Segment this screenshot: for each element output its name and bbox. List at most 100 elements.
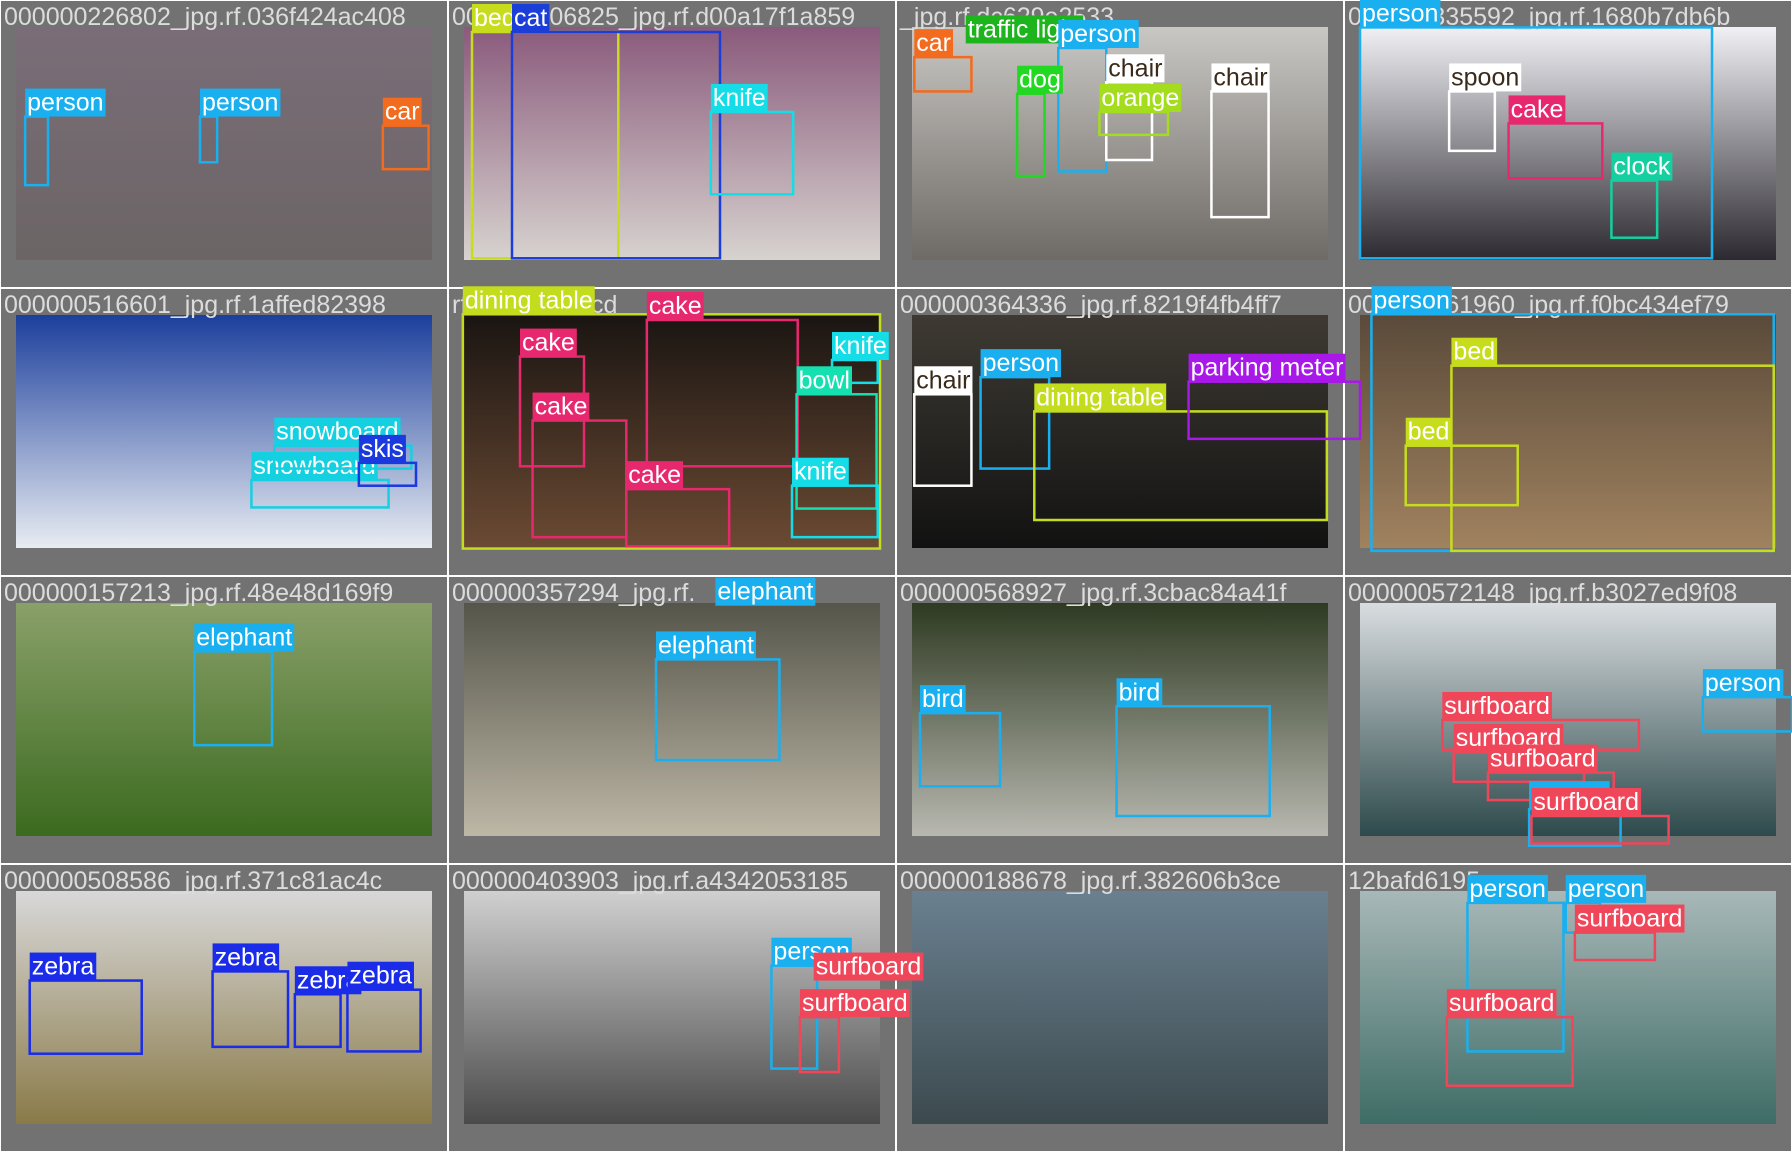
class-label: zebra bbox=[215, 943, 278, 971]
class-label: snowboard bbox=[253, 452, 375, 480]
image-filename: 000000226802_jpg.rf.036f424ac408 bbox=[4, 3, 406, 31]
class-label: elephant bbox=[658, 631, 754, 659]
label-background bbox=[626, 461, 684, 490]
label-background bbox=[1116, 678, 1163, 707]
class-label: surfboard bbox=[816, 953, 922, 981]
class-label: knife bbox=[794, 458, 847, 486]
label-background bbox=[200, 88, 281, 117]
photo bbox=[1360, 27, 1776, 260]
label-background bbox=[194, 623, 295, 652]
class-label: cat bbox=[514, 4, 547, 32]
label-background bbox=[914, 29, 954, 58]
label-background bbox=[813, 952, 924, 981]
image-filename: 000000364336_jpg.rf.8219f4fb4ff7 bbox=[900, 291, 1282, 319]
label-background bbox=[715, 577, 816, 606]
label-background bbox=[512, 4, 550, 32]
label-background bbox=[1188, 353, 1346, 382]
label-background bbox=[25, 88, 106, 117]
class-label: person bbox=[983, 349, 1059, 377]
bounding-box bbox=[510, 30, 722, 260]
class-label: surfboard bbox=[1533, 788, 1639, 816]
class-label: person bbox=[1373, 286, 1449, 314]
class-label: chair bbox=[1213, 63, 1267, 91]
class-label: dining table bbox=[465, 286, 593, 314]
class-label: knife bbox=[834, 332, 887, 360]
class-label: orange bbox=[1101, 84, 1179, 112]
class-label: bird bbox=[1119, 678, 1161, 706]
class-label: zebra bbox=[349, 962, 412, 990]
label-background bbox=[1467, 874, 1548, 903]
label-background bbox=[800, 989, 910, 1018]
image-filename: 000000157213_jpg.rf.48e48d169f9 bbox=[4, 579, 393, 607]
label-background bbox=[1106, 54, 1165, 83]
class-label: knife bbox=[713, 84, 766, 112]
photo bbox=[912, 891, 1328, 1124]
label-background bbox=[1451, 337, 1498, 366]
label-background bbox=[1508, 95, 1566, 124]
class-label: bird bbox=[922, 685, 964, 713]
label-background bbox=[532, 392, 590, 421]
class-label: zebra bbox=[32, 953, 95, 981]
class-label: elephant bbox=[196, 623, 292, 651]
bounding-box bbox=[1115, 705, 1271, 818]
class-label: car bbox=[916, 29, 951, 57]
label-background bbox=[347, 961, 414, 990]
class-label: person bbox=[27, 89, 103, 117]
class-label: skis bbox=[361, 435, 404, 463]
label-background bbox=[1442, 692, 1552, 720]
image-filename: 000000516601_jpg.rf.1affed82398 bbox=[4, 291, 386, 319]
label-background bbox=[1449, 63, 1522, 92]
label-background bbox=[1611, 152, 1673, 181]
label-background bbox=[212, 943, 280, 972]
image-filename: 000000403903_jpg.rf.a4342053185 bbox=[452, 867, 848, 895]
label-background bbox=[1360, 0, 1441, 28]
label-background bbox=[1574, 904, 1685, 933]
photo bbox=[464, 27, 880, 260]
image-filename: 000000572148_jpg.rf.b3027ed9f08 bbox=[1348, 579, 1737, 607]
class-label: person bbox=[1060, 20, 1136, 48]
class-label: person bbox=[1568, 875, 1644, 903]
label-background bbox=[792, 457, 849, 486]
label-background bbox=[646, 292, 704, 320]
class-label: bed bbox=[1453, 338, 1495, 366]
label-background bbox=[251, 452, 378, 480]
image-filename: 000000568927_jpg.rf.3cbac84a41f bbox=[900, 579, 1287, 607]
class-label: car bbox=[385, 98, 420, 126]
class-label: cake bbox=[1511, 95, 1564, 123]
class-label: clock bbox=[1613, 153, 1670, 181]
photo bbox=[16, 27, 432, 260]
label-background bbox=[1405, 417, 1452, 446]
label-background bbox=[1017, 65, 1063, 94]
class-label: spoon bbox=[1451, 63, 1519, 91]
label-background bbox=[1058, 20, 1139, 48]
class-label: person bbox=[1362, 0, 1438, 27]
class-label: cake bbox=[522, 329, 575, 357]
label-background bbox=[462, 286, 595, 315]
label-background bbox=[914, 366, 973, 395]
class-label: surfboard bbox=[1449, 989, 1555, 1017]
label-background bbox=[796, 366, 852, 395]
class-label: cake bbox=[649, 292, 702, 320]
bounding-box bbox=[1404, 444, 1519, 507]
class-label: bed bbox=[1408, 418, 1450, 446]
label-background bbox=[1531, 788, 1642, 816]
label-background bbox=[1211, 63, 1270, 92]
bounding-box bbox=[1033, 410, 1329, 522]
class-label: surfboard bbox=[802, 989, 908, 1017]
image-filename: 000000508586_jpg.rf.371c81ac4c bbox=[4, 867, 382, 895]
label-background bbox=[1565, 874, 1647, 903]
photo bbox=[912, 603, 1328, 836]
label-background bbox=[832, 332, 889, 360]
class-label: surfboard bbox=[1577, 905, 1683, 933]
class-label: chair bbox=[1108, 54, 1162, 82]
class-label: bowl bbox=[799, 366, 850, 394]
photo bbox=[1360, 891, 1776, 1124]
class-label: person bbox=[1469, 875, 1545, 903]
label-background bbox=[29, 952, 97, 981]
label-background bbox=[920, 685, 966, 714]
class-label: cake bbox=[628, 461, 681, 489]
bounding-box bbox=[1450, 364, 1775, 553]
label-background bbox=[1446, 989, 1557, 1018]
class-label: dining table bbox=[1036, 383, 1164, 411]
